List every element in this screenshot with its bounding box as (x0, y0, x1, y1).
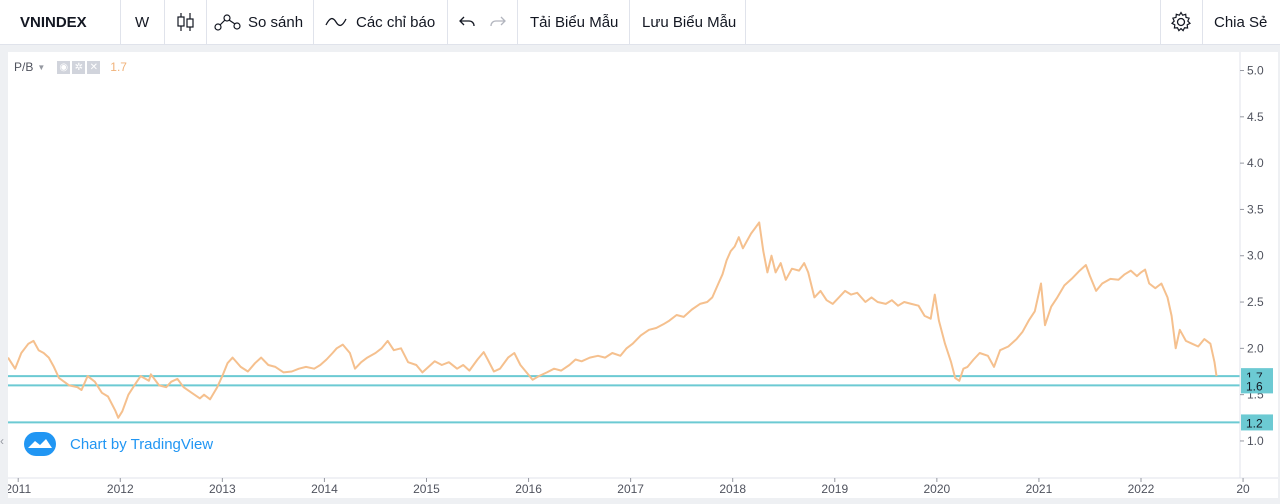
share-label: Chia Sẻ (1214, 13, 1268, 31)
toolbar-divider (1202, 0, 1203, 44)
legend-value: 1.7 (110, 60, 127, 74)
y-tick-label-2: 2.0 (1247, 341, 1264, 355)
y-tick-label-7: 4.5 (1247, 110, 1264, 124)
x-tick-label-1: 2012 (107, 482, 134, 496)
toolbar-divider (517, 0, 518, 44)
load-template-button[interactable]: Tải Biểu Mẫu (530, 0, 618, 44)
x-tick-label-7: 2018 (719, 482, 746, 496)
toolbar-divider (206, 0, 207, 44)
pb-series-line (8, 221, 1218, 419)
candlestick-icon (177, 13, 194, 31)
x-tick-label-0: 2011 (8, 482, 31, 496)
redo-button[interactable] (489, 0, 507, 44)
indicators-label: Các chỉ báo (356, 13, 436, 31)
interval-button[interactable]: W (135, 0, 149, 44)
y-tick-label-4: 3.0 (1247, 249, 1264, 263)
y-tick-label-6: 4.0 (1247, 156, 1264, 170)
toolbar-divider (447, 0, 448, 44)
gear-icon (1171, 11, 1191, 32)
price-badge-label-2: 1.2 (1246, 416, 1263, 430)
compare-button[interactable]: So sánh (214, 0, 303, 44)
toolbar-divider (164, 0, 165, 44)
undo-icon (459, 16, 475, 27)
legend-series-name: P/B (14, 60, 34, 74)
chart-type-button[interactable] (175, 0, 195, 44)
share-button[interactable]: Chia Sẻ (1214, 0, 1267, 44)
top-toolbar: VNINDEX W So sánh Các chỉ báo (0, 0, 1280, 45)
x-tick-label-3: 2014 (311, 482, 338, 496)
chart-canvas[interactable]: 1.01.52.02.53.03.54.04.55.0 2011 2012 2013… (8, 52, 1278, 498)
x-tick-label-8: 2019 (821, 482, 848, 496)
price-badge-1 (1241, 377, 1273, 394)
y-tick-label-8: 5.0 (1247, 64, 1264, 78)
toolbar-divider (1160, 0, 1161, 44)
settings-icon[interactable]: ✲ (72, 60, 86, 74)
undo-button[interactable] (458, 0, 476, 44)
x-tick-label-4: 2015 (413, 482, 440, 496)
interval-label: W (135, 13, 150, 31)
settings-button[interactable] (1170, 0, 1192, 44)
y-tick-label-0: 1.0 (1247, 434, 1264, 448)
symbol-search[interactable]: VNINDEX (20, 0, 87, 44)
legend-dropdown-icon[interactable]: ▼ (37, 62, 46, 72)
x-tick-label-12: 20 (1236, 482, 1250, 496)
tradingview-logo-icon (24, 432, 56, 456)
y-tick-label-3: 2.5 (1247, 295, 1264, 309)
indicators-button[interactable]: Các chỉ báo (324, 0, 435, 44)
x-tick-label-5: 2016 (515, 482, 542, 496)
collapse-handle-icon[interactable]: ‹ (0, 434, 4, 448)
chart-pane[interactable]: 1.0 1.5 2.0 2.5 3.0 3.5 4.0 4.5 5.0 2011 2012 2013… (8, 52, 1278, 498)
visibility-icon[interactable]: ◉ (57, 60, 71, 74)
x-tick-label-9: 2020 (923, 482, 950, 496)
watermark-text: Chart by TradingView (70, 435, 214, 453)
indicators-icon (325, 17, 347, 27)
load-template-label: Tải Biểu Mẫu (530, 13, 619, 31)
x-tick-label-11: 2022 (1128, 482, 1155, 496)
redo-icon (490, 16, 506, 27)
series-legend: P/B ▼ ◉ ✲ ✕ 1.7 (14, 60, 127, 74)
price-badge-2 (1241, 414, 1273, 431)
price-badge-label-1: 1.6 (1246, 379, 1263, 393)
toolbar-divider (629, 0, 630, 44)
toolbar-divider (313, 0, 314, 44)
compare-icon (214, 14, 241, 31)
x-tick-label-10: 2021 (1026, 482, 1053, 496)
y-tick-label-5: 3.5 (1247, 202, 1264, 216)
save-template-label: Lưu Biểu Mẫu (642, 13, 737, 31)
remove-icon[interactable]: ✕ (87, 60, 101, 74)
tradingview-watermark[interactable]: Chart by TradingView (24, 432, 213, 456)
toolbar-divider (120, 0, 121, 44)
symbol-label: VNINDEX (20, 13, 87, 31)
save-template-button[interactable]: Lưu Biểu Mẫu (642, 0, 736, 44)
x-tick-label-2: 2013 (209, 482, 236, 496)
x-tick-label-6: 2017 (617, 482, 644, 496)
toolbar-divider (745, 0, 746, 44)
compare-label: So sánh (248, 13, 304, 31)
